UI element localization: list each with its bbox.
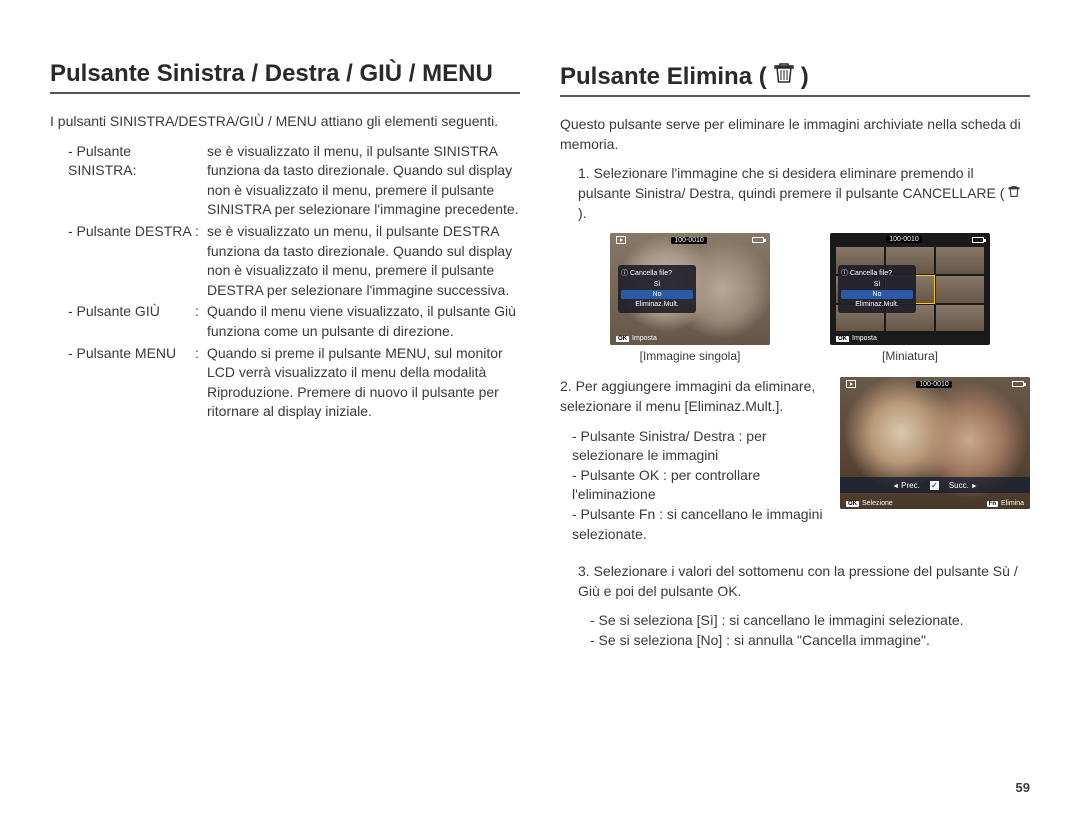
- left-title-text: Pulsante Sinistra / Destra / GIÙ / MENU: [50, 60, 493, 88]
- lcd-multiselect: 100-0010 Prec. ✓ Succ. OK Selezione Fn E…: [840, 377, 1030, 509]
- step1: 1. Selezionare l'immagine che si desider…: [560, 164, 1030, 223]
- dialog-option-yes: Sì: [621, 280, 693, 289]
- def-sep: :: [195, 302, 207, 341]
- caption-thumb: [Miniatura]: [882, 349, 938, 363]
- step3-intro: 3. Selezionare i valori del sottomenu co…: [560, 562, 1030, 601]
- def-label: - Pulsante SINISTRA:: [50, 142, 195, 220]
- lcd-bottombar: OK Selezione Fn Elimina: [846, 500, 1024, 507]
- screenshot-single: 100-0010 ⓘ Cancella file? Sì No Eliminaz…: [610, 233, 770, 363]
- lcd-bottombar: OK Imposta: [836, 335, 877, 342]
- screenshots-row: 100-0010 ⓘ Cancella file? Sì No Eliminaz…: [560, 233, 1030, 363]
- nav-strip: Prec. ✓ Succ.: [840, 477, 1030, 493]
- bullet: - Se si seleziona [No] : si annulla "Can…: [590, 631, 1030, 651]
- dialog-option-no: No: [621, 290, 693, 299]
- imposta-label: Imposta: [852, 335, 877, 342]
- bullet: - Pulsante Sinistra/ Destra : per selezi…: [572, 427, 826, 466]
- step2-intro: 2. Per aggiungere immagini da eliminare,…: [560, 377, 826, 416]
- playback-icon: [616, 236, 626, 244]
- def-row: - Pulsante MENU : Quando si preme il pul…: [50, 344, 520, 422]
- dialog-title: Cancella file?: [850, 270, 892, 277]
- lcd-single: 100-0010 ⓘ Cancella file? Sì No Eliminaz…: [610, 233, 770, 345]
- image-counter: 100-0010: [916, 381, 952, 388]
- right-title-text: Pulsante Elimina (: [560, 63, 767, 91]
- playback-icon: [846, 380, 856, 388]
- dialog-title: Cancella file?: [630, 270, 672, 277]
- lcd-topbar: 100-0010: [616, 236, 764, 244]
- def-text: Quando si preme il pulsante MENU, sul mo…: [207, 344, 520, 422]
- ok-chip: OK: [846, 501, 859, 507]
- left-intro: I pulsanti SINISTRA/DESTRA/GIÙ / MENU at…: [50, 112, 520, 132]
- delete-dialog: ⓘ Cancella file? Sì No Eliminaz.Mult.: [838, 265, 916, 313]
- caption-single: [Immagine singola]: [640, 349, 741, 363]
- elimina-label: Elimina: [1001, 500, 1024, 507]
- image-counter: 100-0010: [886, 236, 922, 243]
- image-counter: 100-0010: [671, 237, 707, 244]
- page-columns: Pulsante Sinistra / Destra / GIÙ / MENU …: [50, 60, 1030, 651]
- step1-text: 1. Selezionare l'immagine che si desider…: [578, 165, 1004, 201]
- battery-icon: [972, 237, 984, 243]
- fn-delete: Fn Elimina: [987, 500, 1024, 507]
- def-sep: :: [195, 344, 207, 422]
- step2-bullets: - Pulsante Sinistra/ Destra : per selezi…: [560, 427, 826, 545]
- thumb: [936, 305, 984, 332]
- def-sep: :: [195, 222, 207, 300]
- step2-block: 2. Per aggiungere immagini da eliminare,…: [560, 377, 1030, 544]
- def-label: - Pulsante MENU: [50, 344, 195, 422]
- selezione-label: Selezione: [862, 500, 893, 507]
- lcd-bottombar: OK Imposta: [616, 335, 657, 342]
- trash-icon: [1008, 184, 1020, 204]
- def-row: - Pulsante DESTRA : se è visualizzato un…: [50, 222, 520, 300]
- def-text: se è visualizzato un menu, il pulsante D…: [207, 222, 520, 300]
- def-row: - Pulsante SINISTRA: se è visualizzato i…: [50, 142, 520, 220]
- dialog-title-row: ⓘ Cancella file?: [841, 268, 913, 278]
- def-sep: [195, 142, 207, 220]
- info-icon: ⓘ: [621, 268, 628, 278]
- imposta-label: Imposta: [632, 335, 657, 342]
- bullet: - Se si seleziona [Sì] : si cancellano l…: [590, 611, 1030, 631]
- right-column: Pulsante Elimina ( ) Questo pulsante ser…: [560, 60, 1030, 651]
- dialog-option-multi: Eliminaz.Mult.: [841, 300, 913, 309]
- ok-chip: OK: [616, 336, 629, 342]
- ok-selection: OK Selezione: [846, 500, 893, 507]
- lcd-thumb: 100-0010 ⓘ Cancella file? Sì No Eliminaz…: [830, 233, 990, 345]
- right-intro: Questo pulsante serve per eliminare le i…: [560, 115, 1030, 154]
- thumb: [936, 276, 984, 303]
- def-label: - Pulsante GIÙ: [50, 302, 195, 341]
- bullet: - Pulsante OK : per controllare l'elimin…: [572, 466, 826, 505]
- trash-icon: [773, 60, 795, 91]
- fn-chip: Fn: [987, 501, 998, 507]
- dialog-option-no: No: [841, 290, 913, 299]
- step2-text: 2. Per aggiungere immagini da eliminare,…: [560, 377, 826, 544]
- dialog-option-yes: Sì: [841, 280, 913, 289]
- right-title: Pulsante Elimina ( ): [560, 60, 1030, 97]
- lcd-topbar: 100-0010: [846, 380, 1024, 388]
- step1-close: ).: [578, 205, 587, 221]
- ok-chip: OK: [836, 336, 849, 342]
- def-text: Quando il menu viene visualizzato, il pu…: [207, 302, 520, 341]
- left-column: Pulsante Sinistra / Destra / GIÙ / MENU …: [50, 60, 520, 651]
- info-icon: ⓘ: [841, 268, 848, 278]
- lcd-topbar: 100-0010: [836, 236, 984, 243]
- def-row: - Pulsante GIÙ : Quando il menu viene vi…: [50, 302, 520, 341]
- check-icon: ✓: [930, 481, 939, 490]
- right-title-close: ): [801, 63, 809, 91]
- definition-list: - Pulsante SINISTRA: se è visualizzato i…: [50, 142, 520, 422]
- def-label: - Pulsante DESTRA: [50, 222, 195, 300]
- dialog-title-row: ⓘ Cancella file?: [621, 268, 693, 278]
- thumb: [936, 247, 984, 274]
- prev-label: Prec.: [892, 481, 920, 490]
- def-text: se è visualizzato il menu, il pulsante S…: [207, 142, 520, 220]
- page-number: 59: [1016, 780, 1030, 795]
- battery-icon: [1012, 381, 1024, 387]
- left-title: Pulsante Sinistra / Destra / GIÙ / MENU: [50, 60, 520, 94]
- bullet: - Pulsante Fn : si cancellano le immagin…: [572, 505, 826, 544]
- battery-icon: [752, 237, 764, 243]
- dialog-option-multi: Eliminaz.Mult.: [621, 300, 693, 309]
- step3-bullets: - Se si seleziona [Sì] : si cancellano l…: [560, 611, 1030, 650]
- screenshot-thumb: 100-0010 ⓘ Cancella file? Sì No Eliminaz…: [830, 233, 990, 363]
- next-label: Succ.: [949, 481, 978, 490]
- delete-dialog: ⓘ Cancella file? Sì No Eliminaz.Mult.: [618, 265, 696, 313]
